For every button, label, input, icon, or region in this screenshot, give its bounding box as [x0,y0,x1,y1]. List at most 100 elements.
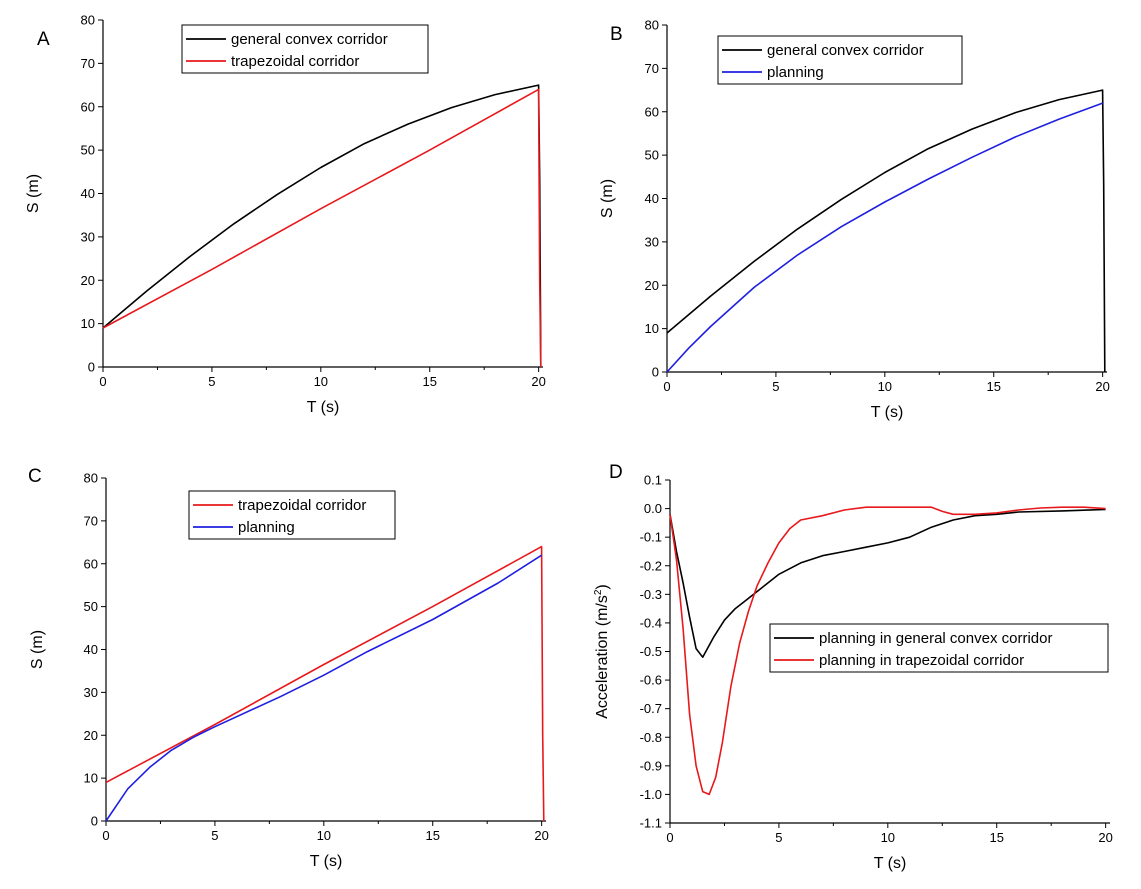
x-axis-label: T (s) [307,399,340,416]
y-tick-label: 40 [81,186,95,201]
x-tick-label: 10 [881,830,895,845]
y-tick-label: 30 [84,685,98,700]
y-axis-label: S (m) [25,174,42,213]
y-tick-label: -0.4 [640,615,662,630]
y-axis-label: S (m) [29,630,46,669]
y-tick-label: 70 [84,513,98,528]
y-tick-label: 50 [645,148,659,163]
y-tick-label: 20 [84,728,98,743]
y-tick-label: 40 [84,642,98,657]
series-line-2 [105,554,543,822]
x-tick-label: 0 [663,379,670,394]
x-axis-label: T (s) [874,855,907,872]
series-line-2 [102,88,542,368]
y-tick-label: 30 [81,229,95,244]
x-tick-label: 10 [317,828,331,843]
x-tick-label: 20 [1095,379,1109,394]
legend-entry: general convex corridor [231,31,388,48]
x-tick-label: 5 [775,830,782,845]
x-tick-label: 15 [986,379,1000,394]
y-tick-label: -0.2 [640,558,662,573]
chart-panel-a: A 0 5 10 15 20 0 10 20 30 40 50 60 70 80 T (s) S (m) gene… [25,13,546,417]
x-tick-label: 5 [208,374,215,389]
legend-box [769,623,1109,673]
y-tick-label: 80 [81,13,95,28]
series-line-1 [105,545,545,822]
legend: trapezoidal corridor planning [188,490,396,540]
x-tick-label: 0 [99,374,106,389]
x-tick-label: 20 [534,828,548,843]
legend-box [188,490,396,540]
legend-entry: general convex corridor [767,42,924,59]
series-line-2 [669,506,1106,796]
y-tick-label: -0.3 [640,587,662,602]
legend: general convex corridor trapezoidal corri… [181,24,429,74]
y-tick-label: 10 [645,321,659,336]
y-tick-label: 50 [81,143,95,158]
y-tick-label: -0.7 [640,701,662,716]
x-tick-label: 15 [422,374,436,389]
x-tick-label: 10 [314,374,328,389]
panel-label: D [609,462,623,483]
y-tick-label: 10 [81,316,95,331]
x-tick-label: 20 [1098,830,1112,845]
series-line-2 [666,102,1103,373]
legend-entry: planning [238,519,295,536]
y-tick-label: 80 [84,471,98,486]
legend: general convex corridor planning [717,35,963,85]
x-tick-label: 0 [102,828,109,843]
y-axis-label-end: ) [594,584,611,589]
y-tick-label: -0.8 [640,730,662,745]
panel-label: C [28,466,42,487]
x-tick-label: 5 [211,828,218,843]
legend-entry: planning in general convex corridor [819,630,1052,647]
chart-panel-b: B 0 5 10 15 20 0 10 20 30 40 50 60 70 80 T (s) S (m) gene… [599,18,1110,422]
y-tick-label: 20 [81,273,95,288]
y-tick-label: -0.6 [640,673,662,688]
x-tick-label: 15 [425,828,439,843]
x-tick-label: 10 [878,379,892,394]
y-tick-label: 50 [84,599,98,614]
y-tick-label: 70 [81,56,95,71]
chart-panel-d: D 0 5 10 15 20 -1.1 -1.0 -0.9 -0.8 -0.7 -0.6 -0.5 -0.… [593,462,1113,872]
y-tick-label: 30 [645,234,659,249]
x-tick-label: 5 [772,379,779,394]
y-tick-label: 60 [645,104,659,119]
y-tick-label: 20 [645,278,659,293]
y-tick-label: 0 [91,814,98,829]
y-tick-label: -1.0 [640,787,662,802]
y-axis-label: S (m) [599,179,616,218]
y-tick-label: -0.9 [640,758,662,773]
x-tick-label: 0 [666,830,673,845]
y-tick-label: 0 [88,360,95,375]
y-tick-label: 0.1 [644,473,662,488]
x-axis-label: T (s) [310,853,343,870]
legend: planning in general convex corridor plann… [769,623,1109,673]
y-tick-label: 10 [84,771,98,786]
x-axis-label: T (s) [871,404,904,421]
y-tick-label: 70 [645,61,659,76]
y-tick-label: -0.1 [640,530,662,545]
legend-box [717,35,963,85]
legend-entry: trapezoidal corridor [238,497,366,514]
panel-label: B [610,24,623,45]
legend-entry: planning in trapezoidal corridor [819,652,1024,669]
y-axis-label-superscript: 2 [593,589,604,595]
y-tick-label: 0.0 [644,501,662,516]
chart-panel-c: C 0 5 10 15 20 0 10 20 30 40 50 60 70 80 T (s) S (m) trap… [28,466,549,870]
y-tick-label: -1.1 [640,816,662,831]
y-tick-label: 80 [645,18,659,33]
panel-label: A [37,29,50,50]
legend-box [181,24,429,74]
x-tick-label: 20 [531,374,545,389]
y-tick-label: 0 [652,365,659,380]
y-axis-label: Acceleration (m/s2) [593,584,611,718]
y-tick-label: 60 [81,99,95,114]
legend-entry: trapezoidal corridor [231,53,359,70]
y-tick-label: 60 [84,556,98,571]
series-line-1 [666,89,1106,373]
y-tick-label: -0.5 [640,644,662,659]
x-tick-label: 15 [989,830,1003,845]
series-line-1 [102,84,542,368]
